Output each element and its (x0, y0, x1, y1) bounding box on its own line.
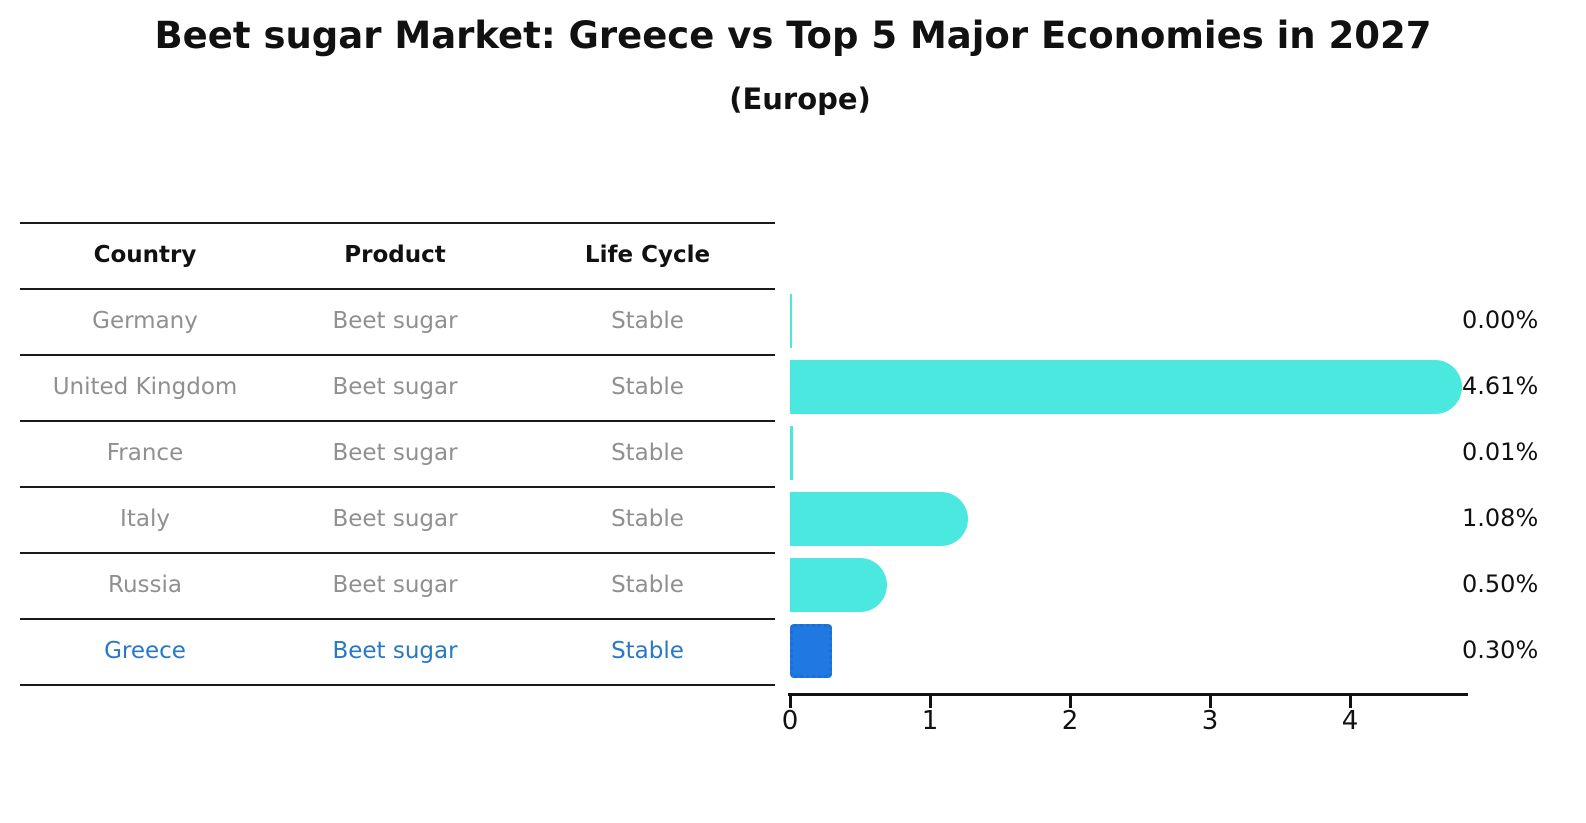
table-divider-line (20, 684, 775, 686)
country-cell: United Kingdom (52, 374, 238, 400)
table-row: Greece Beet sugar Stable (20, 618, 775, 684)
bar (790, 426, 793, 480)
bar-value-label: 0.30% (1462, 636, 1539, 664)
x-axis-tick-label: 3 (1201, 706, 1219, 736)
life-cycle-cell: Stable (611, 440, 684, 466)
x-axis-tick-label: 0 (781, 706, 799, 736)
life-cycle-cell: Stable (611, 638, 684, 664)
table-divider-line (20, 486, 775, 488)
life-cycle-cell: Stable (611, 572, 684, 598)
table-row: Russia Beet sugar Stable (20, 552, 775, 618)
table-divider-line (20, 552, 775, 554)
table-row: United Kingdom Beet sugar Stable (20, 354, 775, 420)
bar-value-label: 0.01% (1462, 438, 1539, 466)
product-cell: Beet sugar (332, 638, 458, 664)
x-axis-tick (929, 696, 932, 708)
table-divider-line (20, 420, 775, 422)
bar (790, 360, 1463, 414)
x-axis-tick (1069, 696, 1072, 708)
bar (790, 558, 887, 612)
bar-highlighted (790, 624, 832, 678)
table-divider-line (20, 354, 775, 356)
country-cell: France (106, 440, 184, 466)
x-axis-tick-label: 2 (1061, 706, 1079, 736)
x-axis-tick-label: 1 (921, 706, 939, 736)
table-header-cell: Country (93, 242, 197, 268)
chart-title: Beet sugar Market: Greece vs Top 5 Major… (154, 14, 1432, 57)
table-divider-line (20, 618, 775, 620)
bar (790, 294, 792, 348)
table-row: Italy Beet sugar Stable (20, 486, 775, 552)
bar-value-label: 4.61% (1462, 372, 1539, 400)
product-cell: Beet sugar (332, 506, 458, 532)
country-cell: Greece (104, 638, 186, 664)
x-axis-tick (789, 696, 792, 708)
product-cell: Beet sugar (332, 572, 458, 598)
bar-value-label: 1.08% (1462, 504, 1539, 532)
table-header-cell: Life Cycle (584, 242, 711, 268)
bar-value-label: 0.00% (1462, 306, 1539, 334)
table-divider-line (20, 222, 775, 224)
bar (790, 492, 969, 546)
product-cell: Beet sugar (332, 374, 458, 400)
life-cycle-cell: Stable (611, 374, 684, 400)
country-cell: Germany (92, 308, 198, 334)
table-row: France Beet sugar Stable (20, 420, 775, 486)
product-cell: Beet sugar (332, 308, 458, 334)
table-divider-line (20, 288, 775, 290)
life-cycle-cell: Stable (611, 308, 684, 334)
country-cell: Russia (108, 572, 182, 598)
x-axis-tick (1209, 696, 1212, 708)
table-header-row: Country Product Life Cycle (20, 222, 775, 288)
x-axis-tick-label: 4 (1341, 706, 1359, 736)
x-axis-tick (1349, 696, 1352, 708)
country-cell: Italy (120, 506, 170, 532)
life-cycle-cell: Stable (611, 506, 684, 532)
table-row: Germany Beet sugar Stable (20, 288, 775, 354)
bar-value-label: 0.50% (1462, 570, 1539, 598)
table-header-cell: Product (344, 242, 446, 268)
product-cell: Beet sugar (332, 440, 458, 466)
x-axis-line (788, 693, 1468, 696)
chart-subtitle: (Europe) (729, 82, 871, 116)
